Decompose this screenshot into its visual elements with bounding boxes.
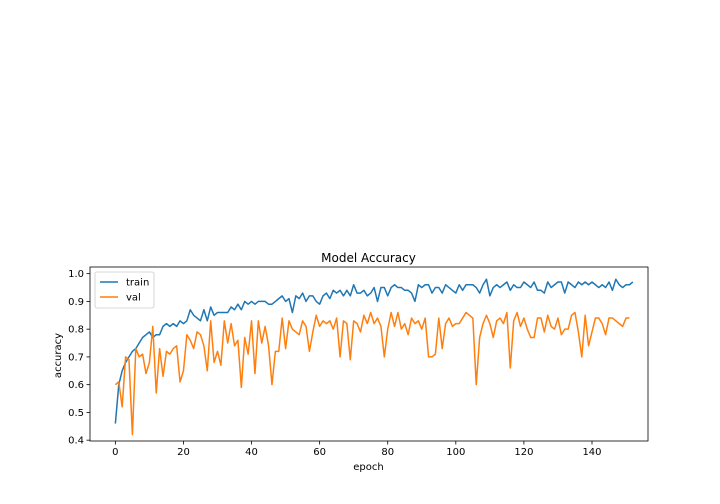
y-tick-label: 0.7 xyxy=(68,352,84,363)
y-tick-label: 0.9 xyxy=(68,297,84,308)
x-tick-label: 60 xyxy=(313,447,326,458)
x-tick-label: 20 xyxy=(177,447,190,458)
plot-area: 0 20 40 60 80 100 120 140 0.4 0.5 0.6 0.7 0.8 0.9 1.0 t… xyxy=(68,266,649,458)
y-tick-label: 0.6 xyxy=(68,380,84,391)
y-tick-label: 1.0 xyxy=(68,269,84,280)
x-axis-label: epoch xyxy=(353,462,383,473)
x-tick-label: 80 xyxy=(381,447,394,458)
x-tick-label: 120 xyxy=(514,447,533,458)
legend-label-train: train xyxy=(126,278,149,289)
series-line-val xyxy=(114,311,630,436)
chart-title: Model Accuracy xyxy=(321,251,416,265)
plot-frame xyxy=(89,266,649,442)
x-tick-label: 0 xyxy=(112,447,118,458)
y-tick-label: 0.4 xyxy=(68,436,84,447)
legend-label-val: val xyxy=(126,293,141,304)
x-tick-label: 40 xyxy=(245,447,258,458)
y-tick-label: 0.5 xyxy=(68,408,84,419)
x-tick-label: 140 xyxy=(582,447,601,458)
x-tick-label: 100 xyxy=(446,447,465,458)
legend-box xyxy=(94,271,155,309)
y-axis-label: accuracy xyxy=(53,333,64,378)
series-line-train xyxy=(114,278,634,424)
y-tick-label: 0.8 xyxy=(68,325,84,336)
